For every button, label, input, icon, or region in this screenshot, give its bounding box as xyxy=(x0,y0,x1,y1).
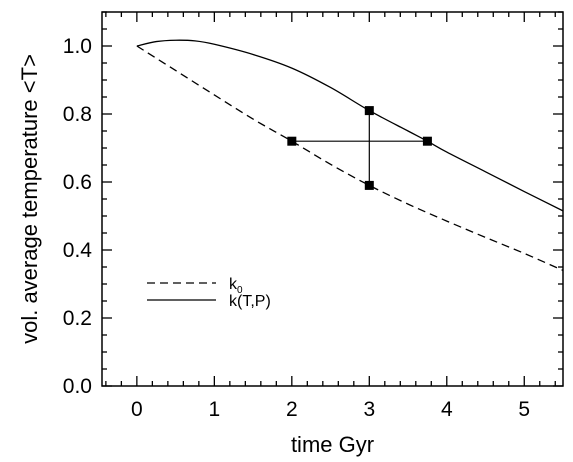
series-line-k0 xyxy=(136,45,563,271)
annotation-marker xyxy=(364,106,374,116)
annotation-marker xyxy=(287,136,297,146)
y-tick-label: 0.4 xyxy=(63,239,93,262)
legend-label-main: k(T,P) xyxy=(229,293,271,310)
axis-ticks xyxy=(102,11,563,387)
x-tick-label: 2 xyxy=(286,398,298,421)
x-axis-label: time Gyr xyxy=(291,432,374,457)
legend-label-subscript: 0 xyxy=(237,285,243,296)
series-line-ktp xyxy=(136,39,563,212)
x-tick-label: 5 xyxy=(518,398,530,421)
y-tick-label: 0.8 xyxy=(63,103,92,126)
legend-label-k0: k0 xyxy=(229,276,243,296)
plot-data xyxy=(136,39,563,271)
x-tick-label: 0 xyxy=(131,398,143,421)
x-tick-label: 3 xyxy=(363,398,375,421)
y-axis-label: vol. average temperature <T> xyxy=(17,54,42,344)
y-tick-label: 0.6 xyxy=(63,171,92,194)
y-tick-label: 1.0 xyxy=(63,35,92,58)
annotation-marker xyxy=(364,180,374,190)
annotation-marker xyxy=(422,136,432,146)
x-tick-label: 4 xyxy=(441,398,453,421)
y-tick-label: 0.2 xyxy=(63,307,92,330)
legend-label-main: k xyxy=(229,276,238,293)
tick-labels: 0 1 2 3 4 5 0.0 0.2 0.4 0.6 0.8 1.0 xyxy=(63,35,530,421)
y-tick-label: 0.0 xyxy=(63,375,92,398)
legend: k0k(T,P) xyxy=(147,276,271,310)
x-tick-label: 1 xyxy=(209,398,221,421)
legend-label-ktp: k(T,P) xyxy=(229,293,271,310)
